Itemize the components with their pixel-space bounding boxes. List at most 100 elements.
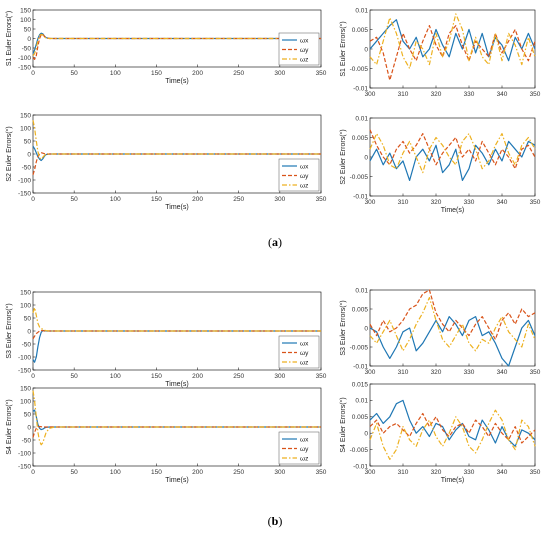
legend-label-omega-x: ωx [300, 163, 309, 170]
y-tick-label: -100 [18, 354, 31, 361]
y-tick-label: 0.01 [355, 7, 368, 14]
y-axis-label: S1 Euler Errors(°) [339, 21, 347, 76]
y-axis-label: S3 Euler Errors(°) [339, 300, 347, 355]
y-tick-label: 0 [364, 46, 368, 53]
y-tick-label: -0.01 [353, 85, 368, 92]
y-tick-label: 0 [364, 325, 368, 332]
x-tick-label: 330 [464, 469, 475, 476]
x-tick-label: 350 [530, 199, 541, 206]
legend-label-omega-z: ωz [300, 455, 308, 462]
series-line-omega-z [369, 13, 536, 70]
legend: ωx ωy ωz [278, 158, 320, 192]
series-line-omega-y [32, 329, 321, 340]
y-tick-label: 100 [20, 398, 31, 405]
series-line-omega-x [369, 316, 536, 367]
y-tick-label: -0.01 [353, 463, 368, 470]
chart-S2-full: 0 50 100 150 200 250 300 350 -150 -100 -50 0 50 100 15… [5, 112, 327, 211]
x-tick-label: 340 [497, 469, 508, 476]
series-line-omega-y [369, 412, 536, 444]
y-tick-label: 100 [20, 17, 31, 24]
y-tick-label: 100 [20, 302, 31, 309]
y-axis-label: S2 Euler Errors(°) [5, 126, 13, 181]
y-tick-label: 100 [20, 125, 31, 132]
legend-label-omega-x: ωx [300, 436, 309, 443]
series-line-omega-z [32, 307, 321, 332]
chart-S4-zoom: 300 310 320 330 340 350 -0.01 -0.005 0 0.005 0.01 0… [339, 381, 541, 484]
x-tick-label: 330 [464, 199, 475, 206]
series-line-omega-x [369, 19, 536, 62]
y-tick-label: -0.01 [353, 193, 368, 200]
series-line-omega-z [32, 390, 321, 446]
chart-S3-zoom: 300 310 320 330 340 350 -0.01 -0.005 0 0.005 0.01 S… [339, 287, 541, 376]
x-tick-label: 300 [365, 469, 376, 476]
x-axis-label: Time(s) [165, 477, 188, 484]
x-tick-label: 300 [274, 196, 285, 203]
x-tick-label: 310 [398, 469, 409, 476]
y-tick-label: -100 [18, 177, 31, 184]
y-tick-label: 0.01 [355, 287, 368, 294]
x-tick-label: 350 [316, 70, 327, 77]
legend-label-omega-z: ωz [300, 359, 308, 366]
x-tick-label: 350 [530, 91, 541, 98]
x-tick-label: 310 [398, 369, 409, 376]
legend-label-omega-z: ωz [300, 182, 308, 189]
legend: ωx ωy ωz [278, 431, 320, 465]
y-tick-label: 0.005 [352, 135, 369, 142]
legend-label-omega-y: ωy [300, 350, 309, 357]
x-tick-label: 340 [497, 199, 508, 206]
x-tick-label: 300 [365, 369, 376, 376]
y-tick-label: -50 [22, 45, 32, 52]
x-tick-label: 150 [151, 196, 162, 203]
x-tick-label: 350 [316, 196, 327, 203]
legend-label-omega-y: ωy [300, 173, 309, 180]
y-tick-label: 50 [24, 138, 32, 145]
legend-label-omega-z: ωz [300, 56, 308, 63]
y-tick-label: -0.005 [350, 174, 369, 181]
plot-area [369, 383, 536, 467]
y-tick-label: 0 [27, 328, 31, 335]
plot-area [369, 289, 536, 367]
x-axis-label: Time(s) [441, 477, 464, 484]
chart-S1-full: 0 50 100 150 200 250 300 350 -150 -100 -50 0 50 100 15… [5, 7, 327, 85]
y-tick-label: -0.005 [350, 66, 369, 73]
x-axis-label: Time(s) [441, 207, 464, 214]
x-tick-label: 320 [431, 469, 442, 476]
x-tick-label: 310 [398, 199, 409, 206]
series-line-omega-y [369, 25, 536, 81]
x-tick-label: 0 [31, 70, 35, 77]
chart-S3-full: 0 50 100 150 200 250 300 350 -150 -100 -50 0 50 100 15… [5, 289, 327, 388]
y-tick-label: -0.005 [350, 447, 369, 454]
series-line-omega-y [369, 289, 536, 340]
y-tick-label: -0.005 [350, 344, 369, 351]
x-tick-label: 250 [233, 70, 244, 77]
y-tick-label: -150 [18, 190, 31, 197]
y-tick-label: -50 [22, 341, 32, 348]
chart-S1-zoom: 300 310 320 330 340 350 -0.01 -0.005 0 0.005 0.01 S… [339, 7, 541, 98]
y-tick-label: -150 [18, 367, 31, 374]
y-tick-label: 50 [24, 26, 32, 33]
x-tick-label: 320 [431, 369, 442, 376]
x-tick-label: 300 [274, 469, 285, 476]
x-tick-label: 150 [151, 469, 162, 476]
series-line-omega-z [369, 409, 536, 460]
x-tick-label: 50 [71, 373, 79, 380]
x-tick-label: 320 [431, 91, 442, 98]
y-tick-label: 0 [27, 36, 31, 43]
y-axis-label: S3 Euler Errors(°) [5, 303, 13, 358]
chart-panels: 0 50 100 150 200 250 300 350 -150 -100 -50 0 50 100 15… [5, 7, 541, 484]
legend-label-omega-y: ωy [300, 47, 309, 54]
x-tick-label: 300 [365, 199, 376, 206]
x-tick-label: 50 [71, 70, 79, 77]
series-line-omega-z [369, 133, 536, 174]
x-tick-label: 100 [110, 373, 121, 380]
y-tick-label: 0.005 [352, 27, 369, 34]
y-tick-label: 0 [364, 154, 368, 161]
x-axis-label: Time(s) [165, 204, 188, 211]
y-axis-label: S4 Euler Errors(°) [5, 399, 13, 454]
legend-box [278, 32, 320, 66]
x-tick-label: 250 [233, 373, 244, 380]
y-tick-label: -50 [22, 437, 32, 444]
y-axis-label: S2 Euler Errors(°) [339, 129, 347, 184]
x-tick-label: 200 [192, 70, 203, 77]
x-tick-label: 250 [233, 469, 244, 476]
